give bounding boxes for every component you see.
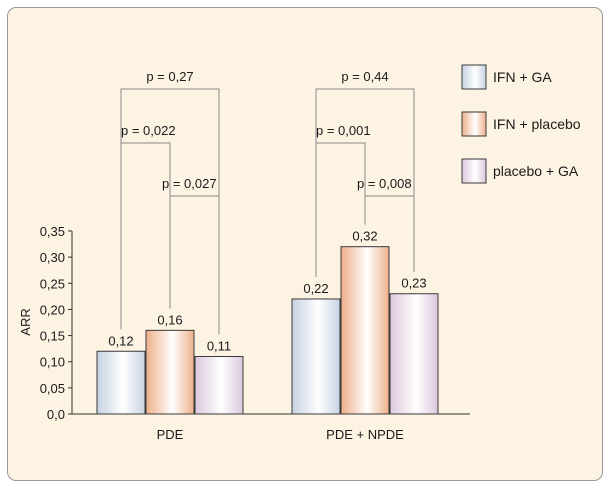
p-value-label: p = 0,001 — [316, 123, 371, 138]
p-value-label: p = 0,27 — [146, 69, 193, 84]
legend-swatch — [461, 64, 487, 90]
data-label: 0,11 — [207, 338, 231, 353]
data-label: 0,32 — [352, 229, 377, 244]
x-category-label: PDE — [157, 427, 184, 442]
y-tick-label: 0,25 — [40, 276, 65, 291]
p-value-label: p = 0,022 — [121, 123, 176, 138]
significance-bracket — [169, 195, 220, 335]
x-category-label: PDE + NPDE — [326, 427, 404, 442]
bar — [389, 293, 439, 415]
y-tick-label: 0,15 — [40, 329, 65, 344]
legend: IFN + GA IFN + placebo placebo + GA — [461, 64, 581, 184]
axes: 0,0 0,05 0,10 0,15 0,20 0,25 0,30 0,35 ARR PDE PDE… — [18, 224, 470, 442]
significance-bracket — [315, 142, 366, 277]
data-label: 0,23 — [401, 276, 426, 291]
y-tick-label: 0,20 — [40, 302, 65, 317]
y-axis-label: ARR — [18, 308, 33, 335]
bars: 0,12 0,22 0,16 0,32 0,11 0,23 — [96, 229, 439, 415]
legend-label: IFN + GA — [493, 69, 552, 85]
bar — [340, 246, 390, 415]
data-label: 0,22 — [303, 281, 328, 296]
significance-bracket — [120, 142, 171, 330]
bar — [194, 355, 244, 415]
significance-brackets: p = 0,27 p = 0,022 p = 0,027 p = 0,44 p = 0,… — [120, 69, 415, 335]
legend-swatch — [461, 111, 487, 137]
bar — [291, 298, 341, 415]
p-value-label: p = 0,008 — [357, 176, 412, 191]
legend-label: IFN + placebo — [493, 116, 581, 132]
significance-bracket — [364, 195, 415, 272]
y-tick-label: 0,0 — [47, 407, 65, 422]
y-tick-label: 0,30 — [40, 250, 65, 265]
y-tick-label: 0,35 — [40, 224, 65, 239]
p-value-label: p = 0,44 — [341, 69, 388, 84]
legend-label: placebo + GA — [493, 163, 579, 179]
data-label: 0,16 — [157, 312, 182, 327]
p-value-label: p = 0,027 — [162, 176, 217, 191]
y-tick-label: 0,05 — [40, 381, 65, 396]
y-tick-label: 0,10 — [40, 355, 65, 370]
legend-swatch — [461, 158, 487, 184]
bar — [145, 329, 195, 415]
data-label: 0,12 — [108, 333, 133, 348]
bar — [96, 350, 146, 415]
